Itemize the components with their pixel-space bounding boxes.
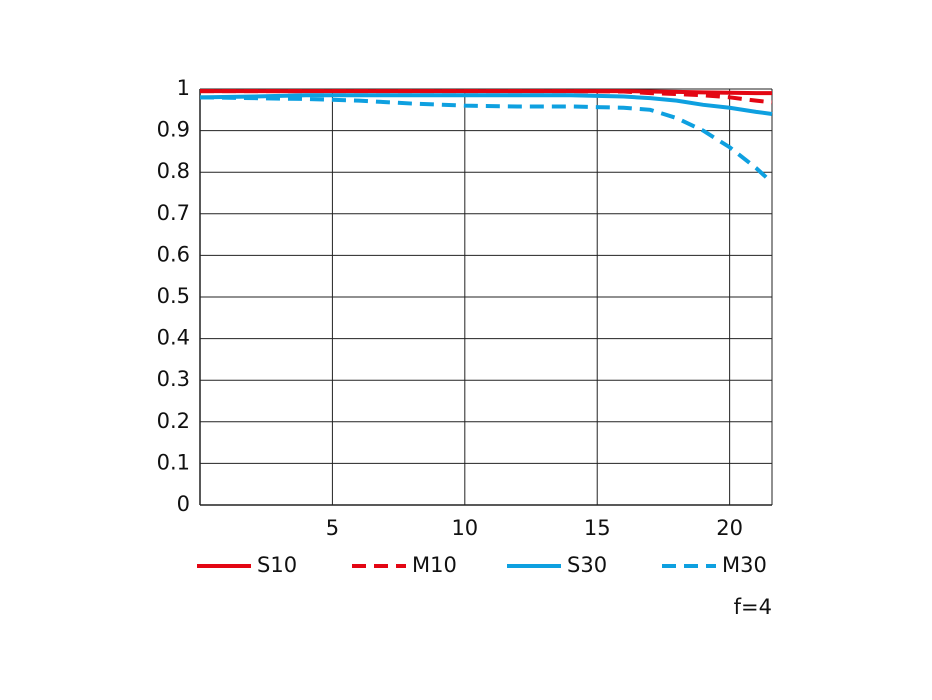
y-tick-label: 0: [177, 492, 190, 516]
x-tick-label: 5: [326, 516, 339, 540]
x-tick-label: 15: [584, 516, 611, 540]
series-line: [199, 93, 773, 116]
y-tick-label: 0.4: [157, 326, 190, 350]
legend-label: S10: [257, 553, 297, 577]
y-tick-label: 0.9: [157, 118, 190, 142]
y-tick-label: 0.5: [157, 284, 190, 308]
series-line: [200, 89, 773, 105]
legend-label: M10: [412, 553, 457, 577]
y-tick-label: 0.8: [157, 159, 190, 183]
y-tick-label: 0.7: [157, 201, 190, 225]
y-tick-label: 0.3: [157, 367, 190, 391]
x-tick-label: 10: [451, 516, 478, 540]
y-tick-label: 0.2: [157, 409, 190, 433]
legend-label: M30: [722, 553, 767, 577]
annotation: f=4: [734, 595, 772, 619]
y-tick-label: 0.6: [157, 242, 190, 266]
y-tick-label: 1: [177, 76, 190, 100]
legend-label: S30: [567, 553, 607, 577]
series-line: [199, 95, 774, 185]
x-tick-label: 20: [716, 516, 743, 540]
y-tick-label: 0.1: [157, 450, 190, 474]
